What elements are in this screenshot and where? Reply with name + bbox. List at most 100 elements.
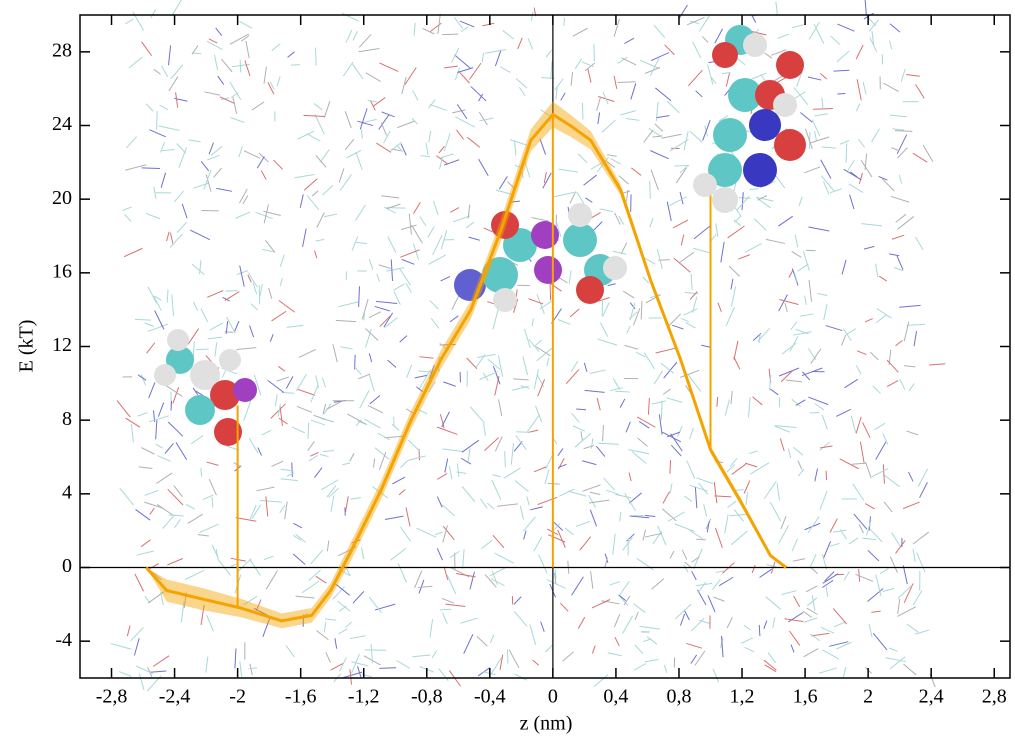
- bond: [233, 320, 240, 333]
- bond: [639, 625, 661, 630]
- bond: [270, 403, 286, 419]
- bond: [915, 629, 930, 635]
- bond: [391, 424, 400, 431]
- bond: [503, 467, 521, 479]
- bond: [752, 396, 763, 406]
- bond: [738, 197, 751, 199]
- bond: [574, 433, 592, 448]
- bond: [208, 38, 218, 44]
- bond: [238, 146, 243, 158]
- bond: [442, 33, 459, 36]
- bond: [497, 503, 519, 507]
- bond: [236, 347, 257, 351]
- bond: [802, 371, 811, 381]
- bond: [147, 591, 165, 604]
- bond: [319, 149, 330, 163]
- bond: [912, 531, 930, 545]
- bond: [558, 168, 579, 173]
- bond: [651, 400, 667, 405]
- bond: [822, 573, 839, 584]
- bond: [140, 374, 147, 386]
- bond: [839, 458, 859, 470]
- bond: [513, 596, 522, 605]
- bond: [648, 127, 662, 137]
- bond: [683, 610, 690, 621]
- bond: [726, 464, 736, 473]
- bond: [400, 249, 420, 258]
- bond: [533, 369, 539, 390]
- bond: [478, 158, 489, 176]
- bond: [296, 388, 316, 396]
- bond: [879, 568, 889, 575]
- bond: [439, 414, 445, 429]
- bond: [295, 533, 306, 543]
- bond: [362, 118, 377, 124]
- bond: [463, 634, 474, 654]
- bond: [808, 21, 820, 40]
- bond: [536, 347, 553, 362]
- bond: [883, 82, 899, 92]
- bond: [490, 657, 502, 675]
- bond: [290, 64, 301, 66]
- bond: [619, 580, 630, 596]
- bond: [843, 168, 862, 181]
- bond: [707, 595, 716, 613]
- bond: [307, 422, 310, 439]
- bond: [805, 585, 818, 593]
- bond: [125, 164, 147, 171]
- bond: [861, 223, 883, 227]
- bond: [698, 482, 709, 495]
- bond: [191, 435, 204, 445]
- bond: [171, 0, 182, 17]
- bond: [285, 376, 294, 389]
- bond: [396, 659, 411, 669]
- bond: [461, 486, 476, 503]
- bond: [788, 612, 804, 623]
- bond: [332, 586, 345, 600]
- bond: [526, 496, 530, 506]
- bond: [357, 666, 362, 678]
- bond: [640, 301, 643, 320]
- bond: [200, 161, 210, 172]
- bond: [384, 435, 404, 439]
- bond: [265, 496, 269, 517]
- bond: [590, 438, 594, 449]
- bond: [751, 31, 767, 36]
- bond: [338, 301, 359, 308]
- bond: [797, 460, 803, 470]
- bond: [713, 596, 725, 602]
- bond: [670, 433, 683, 452]
- bond: [442, 525, 455, 541]
- bond: [321, 418, 333, 422]
- bond: [864, 153, 868, 171]
- bond: [673, 257, 691, 273]
- error-band: [146, 101, 787, 629]
- bond: [153, 68, 161, 75]
- bond: [412, 90, 419, 101]
- bond: [629, 302, 636, 321]
- bond: [355, 204, 366, 221]
- molecule: [693, 25, 806, 213]
- bond: [207, 154, 220, 161]
- bond: [679, 164, 689, 174]
- bond: [530, 11, 534, 22]
- bond: [878, 275, 887, 282]
- bond: [344, 111, 352, 129]
- bond: [800, 313, 814, 317]
- bond: [814, 113, 829, 117]
- bond: [706, 521, 710, 533]
- bond: [547, 534, 566, 543]
- bond: [279, 254, 285, 267]
- bond: [855, 416, 862, 434]
- bond: [606, 161, 615, 168]
- bond: [730, 286, 737, 307]
- x-tick-label: 0,8: [666, 686, 691, 708]
- bond: [751, 14, 757, 23]
- bond: [814, 131, 818, 142]
- bond: [644, 514, 656, 518]
- bond: [819, 490, 828, 510]
- bond: [436, 548, 444, 561]
- bond: [279, 278, 283, 287]
- bond: [307, 440, 315, 452]
- bond: [376, 300, 398, 305]
